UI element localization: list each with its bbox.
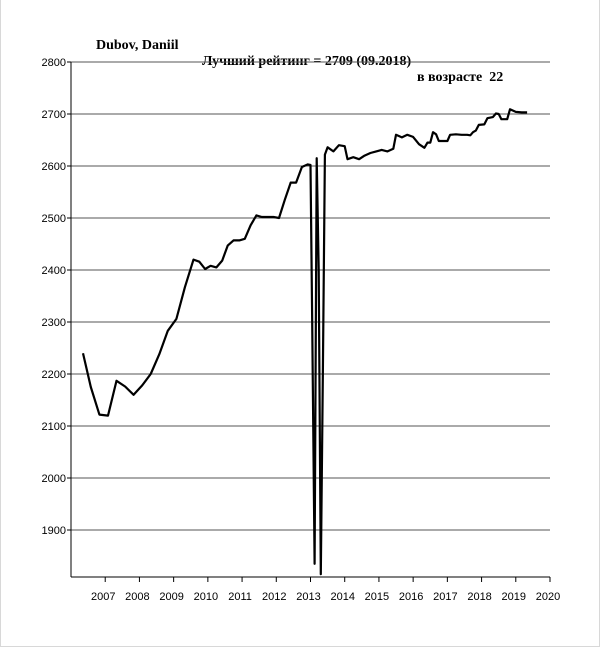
x-tick-label-2011: 2011 (228, 591, 252, 603)
y-axis-ticks: 2800 2700 2600 2500 2400 2300 2200 2100 2000 1900 (42, 57, 71, 537)
y-tick-label-1900: 1900 (42, 525, 66, 537)
x-tick-label-2010: 2010 (194, 591, 218, 603)
series-line-0 (81, 108, 528, 576)
y-tick-label-2300: 2300 (42, 317, 66, 329)
x-tick-label-2009: 2009 (159, 591, 183, 603)
x-tick-label-2016: 2016 (399, 591, 423, 603)
title-player-name: Dubov, Daniil (96, 38, 179, 53)
x-axis-ticks: 2007 2008 2009 2010 2011 2012 2013 2014 2015 2016… (91, 577, 560, 603)
y-tick-label-2100: 2100 (42, 421, 66, 433)
x-tick-label-2018: 2018 (467, 591, 491, 603)
y-tick-label-2800: 2800 (42, 57, 66, 69)
y-tick-label-2600: 2600 (42, 161, 66, 173)
x-tick-label-2008: 2008 (125, 591, 149, 603)
series-layer (81, 108, 528, 576)
y-tick-label-2700: 2700 (42, 109, 66, 121)
x-tick-label-2020: 2020 (536, 591, 560, 603)
y-tick-label-2000: 2000 (42, 473, 66, 485)
axes (70, 62, 550, 578)
y-tick-label-2400: 2400 (42, 265, 66, 277)
x-tick-label-2013: 2013 (296, 591, 320, 603)
y-tick-label-2200: 2200 (42, 369, 66, 381)
x-tick-label-2007: 2007 (91, 591, 115, 603)
x-tick-label-2012: 2012 (262, 591, 286, 603)
x-tick-label-2017: 2017 (433, 591, 457, 603)
y-tick-label-2500: 2500 (42, 213, 66, 225)
x-tick-label-2015: 2015 (365, 591, 389, 603)
title-age: в возрасте 22 (417, 70, 504, 85)
x-tick-label-2019: 2019 (502, 591, 526, 603)
grid-lines (71, 61, 550, 531)
x-tick-label-2014: 2014 (330, 591, 354, 603)
